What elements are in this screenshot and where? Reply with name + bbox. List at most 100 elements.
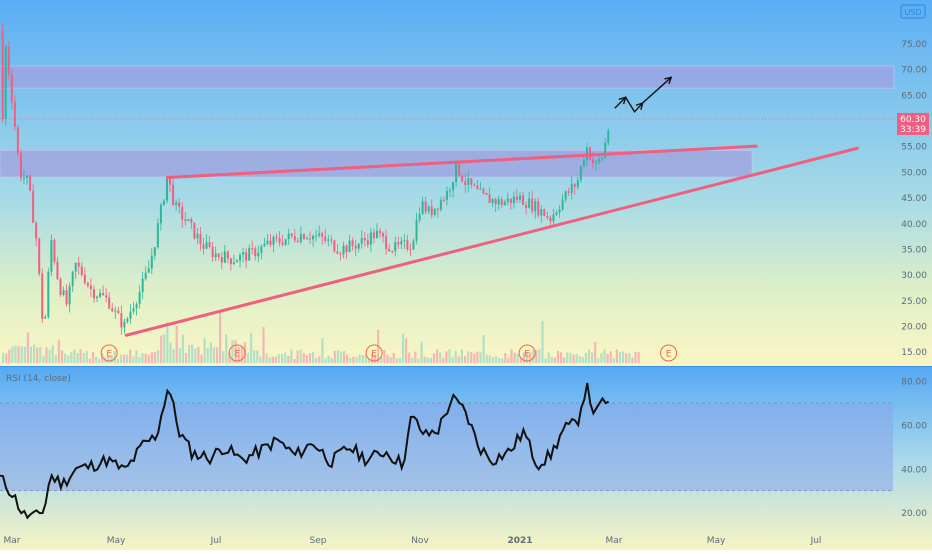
candle-body: [445, 191, 448, 200]
volume-bar: [380, 356, 383, 363]
candle-body: [229, 258, 232, 264]
rsi-axis-tick: 40.00: [901, 465, 927, 475]
candle-body: [312, 235, 315, 240]
candle-body: [318, 233, 321, 236]
candle-body: [53, 240, 56, 262]
candle-body: [582, 160, 585, 167]
current-price-value: 60.30: [900, 115, 926, 125]
earnings-marker[interactable]: E: [365, 344, 383, 362]
candle-body: [525, 204, 528, 208]
volume-bar: [448, 349, 451, 363]
volume-bar: [618, 352, 622, 363]
candle-body: [4, 46, 7, 119]
candle-body: [479, 188, 482, 190]
candle: [324, 228, 327, 244]
candle-body: [108, 297, 111, 309]
earnings-marker-circle: [365, 344, 383, 362]
candle-body: [315, 235, 318, 237]
volume-bar: [423, 356, 426, 363]
volume-bar: [262, 326, 265, 363]
earnings-marker[interactable]: E: [100, 344, 118, 362]
candle-body: [415, 220, 418, 241]
rsi-axis-tick: 20.00: [901, 509, 927, 519]
volume-bar: [116, 358, 119, 363]
candle-body: [531, 198, 534, 212]
candle-body: [382, 233, 385, 237]
candle: [372, 228, 375, 244]
volume-bar: [215, 347, 219, 363]
volume-bar: [321, 338, 324, 363]
candle: [455, 160, 458, 187]
volume-bar: [290, 349, 293, 363]
volume-bar: [454, 351, 457, 363]
candle-body: [68, 286, 71, 305]
candle: [147, 260, 150, 273]
candle: [278, 231, 281, 247]
candle-body: [534, 201, 537, 212]
earnings-marker[interactable]: E: [518, 344, 536, 362]
candle-body: [50, 240, 53, 272]
volume-bar: [349, 357, 352, 363]
candle: [77, 256, 80, 275]
candle: [41, 268, 44, 324]
candle: [19, 149, 22, 182]
volume-bar: [550, 356, 553, 363]
candle-body: [26, 175, 29, 178]
volume-bar: [76, 353, 79, 363]
price-axis-tick: 70.00: [901, 66, 927, 76]
volume-bar: [54, 355, 57, 363]
candle: [269, 234, 272, 248]
candle: [65, 284, 68, 307]
volume-bar: [281, 354, 284, 363]
earnings-marker[interactable]: E: [228, 344, 246, 362]
candle: [561, 194, 564, 212]
candle: [193, 222, 196, 240]
candle: [44, 314, 47, 319]
candle: [162, 198, 165, 206]
candle-body: [339, 253, 342, 255]
volume-bar: [600, 353, 603, 363]
volume-bar: [346, 354, 349, 363]
candle: [473, 183, 476, 187]
volume-bar: [79, 349, 82, 363]
volume-bar: [240, 346, 243, 363]
volume-bar: [206, 347, 209, 363]
candle: [540, 204, 543, 223]
volume-bar: [203, 338, 206, 363]
volume-bar: [479, 352, 482, 363]
volume-bar: [470, 351, 473, 363]
candle-body: [260, 246, 263, 253]
volume-bar: [541, 320, 544, 363]
volume-bar: [513, 352, 516, 363]
x-axis-tick: 2021: [507, 536, 532, 546]
candle-body: [89, 285, 92, 290]
volume-bar: [606, 353, 609, 363]
volume-bar: [200, 354, 203, 363]
candle: [449, 187, 452, 198]
volume-bar: [312, 351, 315, 363]
volume-bar: [11, 346, 14, 363]
volume-bar: [535, 350, 538, 363]
candle-body: [123, 321, 126, 328]
volume-bar: [401, 333, 405, 363]
candle: [92, 285, 95, 303]
candle: [56, 256, 59, 281]
earnings-marker[interactable]: E: [660, 344, 678, 362]
candle-body: [564, 191, 567, 200]
candle-body: [494, 199, 497, 205]
candle-body: [385, 236, 388, 249]
candle-body: [537, 201, 540, 216]
candle-body: [598, 159, 601, 162]
candle-body: [528, 198, 531, 208]
volume-bar: [212, 347, 215, 363]
candle: [150, 248, 153, 274]
candle-body: [509, 198, 512, 204]
volume-bar: [138, 357, 141, 363]
candle-body: [184, 219, 187, 221]
volume-bar: [324, 358, 327, 363]
candle: [132, 302, 135, 315]
candle: [220, 252, 223, 270]
volume-bar: [48, 349, 51, 363]
